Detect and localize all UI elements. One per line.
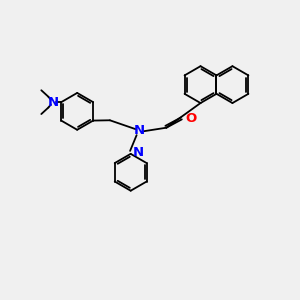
Text: O: O	[185, 112, 197, 125]
Text: N: N	[133, 146, 144, 159]
Text: N: N	[48, 96, 59, 109]
Text: N: N	[134, 124, 145, 137]
